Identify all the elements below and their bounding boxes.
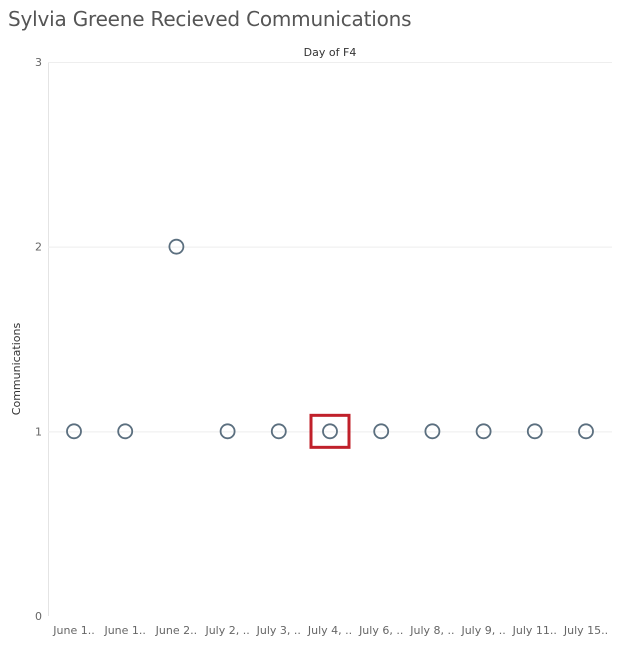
x-tick-label: June 2..	[155, 624, 197, 637]
x-tick-label: July 15..	[563, 624, 608, 637]
data-point[interactable]	[168, 238, 185, 255]
x-tick-label: July 9, ..	[460, 624, 505, 637]
x-tick-label: June 1..	[103, 624, 145, 637]
x-tick-label: July 4, ..	[307, 624, 352, 637]
data-point[interactable]	[526, 423, 543, 440]
y-tick-label: 0	[35, 610, 42, 623]
data-point[interactable]	[117, 423, 134, 440]
data-points	[66, 238, 594, 440]
data-point[interactable]	[373, 423, 390, 440]
y-axis: 0 1 2 3 Communications	[10, 56, 42, 623]
data-point[interactable]	[322, 423, 338, 440]
data-point[interactable]	[66, 423, 82, 440]
grid-lines	[48, 62, 612, 616]
y-tick-label: 2	[35, 241, 42, 254]
data-point[interactable]	[219, 423, 236, 440]
y-tick-label: 1	[35, 425, 42, 438]
column-header: Day of F4	[304, 46, 357, 59]
x-tick-label: July 11..	[512, 624, 557, 637]
x-tick-label: July 6, ..	[358, 624, 403, 637]
x-tick-label: July 3, ..	[256, 624, 301, 637]
column-header-label: Day of F4	[304, 46, 357, 59]
x-tick-label: June 1..	[52, 624, 94, 637]
data-point[interactable]	[475, 423, 492, 440]
data-point[interactable]	[270, 423, 287, 440]
x-axis: June 1.. June 1.. June 2.. July 2, .. July 3…	[52, 624, 608, 637]
x-tick-label: July 8, ..	[409, 624, 454, 637]
selection-highlight-box	[309, 413, 351, 449]
y-axis-title: Communications	[10, 323, 23, 416]
y-tick-label: 3	[35, 56, 42, 69]
chart-title: Sylvia Greene Recieved Communications	[8, 7, 412, 31]
x-tick-label: July 2, ..	[204, 624, 249, 637]
data-point[interactable]	[424, 423, 441, 440]
highlight-layer	[309, 413, 351, 449]
data-point[interactable]	[578, 423, 594, 440]
